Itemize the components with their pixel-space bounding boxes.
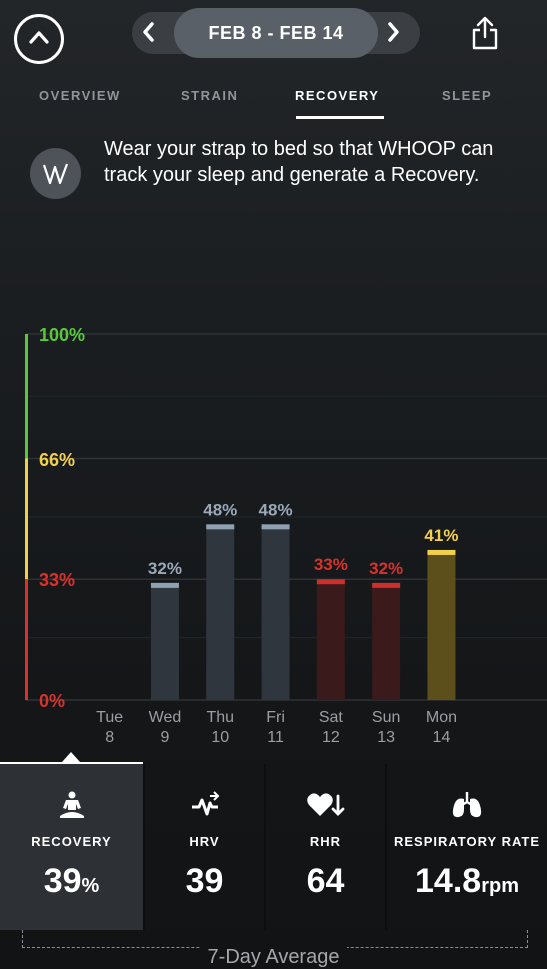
x-tick-day: Sun (372, 709, 400, 726)
next-week-button[interactable] (386, 20, 400, 49)
bar-mon[interactable] (427, 549, 456, 700)
tab-overview[interactable]: OVERVIEW (39, 88, 121, 103)
x-tick-day: Fri (266, 709, 285, 726)
tab-strain[interactable]: STRAIN (181, 88, 239, 103)
y-tick-33: 33% (39, 570, 75, 590)
chevron-right-icon (388, 22, 399, 42)
bar-cap (372, 582, 401, 588)
share-button[interactable] (470, 16, 500, 55)
hrv-metric-card[interactable]: HRV 39 (145, 764, 264, 930)
bar-thu[interactable] (206, 524, 235, 700)
metric-value: 39 (185, 862, 224, 900)
x-tick-day: Tue (96, 709, 123, 726)
share-icon (472, 16, 498, 50)
x-tick-day: Mon (426, 709, 457, 726)
y-tick-0: 0% (39, 691, 65, 711)
bar-value-label: 32% (148, 559, 182, 578)
bar-value-label: 33% (314, 555, 348, 574)
respiratory-rate-metric-card[interactable]: RESPIRATORY RATE 14.8rpm (387, 764, 547, 930)
metric-label: RESPIRATORY RATE (393, 834, 541, 849)
chevron-up-icon (29, 31, 49, 44)
divider (385, 764, 387, 930)
y-tick-66: 66% (39, 450, 75, 470)
x-tick-day: Thu (206, 709, 234, 726)
active-tab-indicator (296, 116, 384, 119)
x-axis-labels: Tue 8 Wed 9 Thu 10 Fri 11 Sat 12 Sun 13 Mon 14 (96, 709, 457, 746)
heart-down-icon (266, 790, 385, 820)
collapse-button[interactable] (14, 14, 64, 64)
chart-bars: 32% 48% 48% 33% 32% 41% (148, 500, 458, 700)
metric-value: 64 (306, 862, 345, 900)
sleep-tracking-message: Wear your strap to bed so that WHOOP can… (104, 138, 494, 186)
scale-segment (25, 579, 28, 700)
meditation-icon (0, 790, 143, 820)
x-tick-date: 8 (105, 729, 114, 746)
recovery-scale-bar (25, 334, 28, 700)
divider (143, 764, 145, 930)
bar-cap (150, 582, 179, 588)
x-tick-date: 11 (267, 729, 284, 746)
recovery-metric-card[interactable]: RECOVERY 39% (0, 764, 143, 930)
tab-recovery[interactable]: RECOVERY (295, 88, 380, 103)
x-tick-date: 9 (160, 729, 169, 746)
metric-value: 14.8rpm (415, 862, 519, 900)
scale-segment (25, 458, 28, 580)
metric-value: 39% (43, 862, 100, 900)
bar-cap (206, 524, 235, 530)
bar-sat[interactable] (316, 579, 345, 700)
seven-day-average-label: 7-Day Average (0, 946, 547, 969)
bar-value-label: 48% (203, 500, 237, 519)
metric-label: RECOVERY (31, 834, 112, 849)
x-tick-date: 12 (322, 729, 340, 746)
bar-value-label: 48% (259, 500, 293, 519)
bar-value-label: 32% (369, 559, 403, 578)
x-tick-date: 14 (433, 729, 451, 746)
x-tick-date: 10 (211, 729, 229, 746)
bar-fri[interactable] (261, 524, 290, 700)
selection-caret (62, 752, 80, 762)
scale-segment (25, 334, 28, 459)
bar-cap (316, 579, 345, 585)
tab-sleep[interactable]: SLEEP (442, 88, 493, 103)
x-tick-date: 13 (377, 729, 395, 746)
metric-label: RHR (309, 834, 342, 849)
lungs-icon (387, 790, 547, 820)
metric-label: HRV (189, 834, 220, 849)
x-tick-day: Wed (149, 709, 182, 726)
recovery-chart: 100% 66% 33% 0% 32% 48% 48% 33% 32% 41% Tue 8 W… (25, 325, 547, 746)
rhr-metric-card[interactable]: RHR 64 (266, 764, 385, 930)
divider (264, 764, 266, 930)
bar-sun[interactable] (372, 582, 401, 700)
y-tick-100: 100% (39, 325, 85, 345)
hrv-pulse-icon (145, 790, 264, 820)
previous-week-button[interactable] (142, 20, 156, 49)
whoop-logo-icon (30, 148, 81, 199)
bar-cap (261, 524, 290, 530)
bar-value-label: 41% (424, 526, 458, 545)
bar-cap (427, 549, 456, 555)
date-range-label[interactable]: FEB 8 - FEB 14 (174, 8, 378, 58)
x-tick-day: Sat (319, 709, 344, 726)
metric-unit: % (81, 875, 100, 897)
bar-wed[interactable] (150, 582, 179, 700)
chevron-left-icon (143, 22, 154, 42)
metric-unit: rpm (481, 875, 519, 897)
y-axis-labels: 100% 66% 33% 0% (39, 325, 85, 711)
